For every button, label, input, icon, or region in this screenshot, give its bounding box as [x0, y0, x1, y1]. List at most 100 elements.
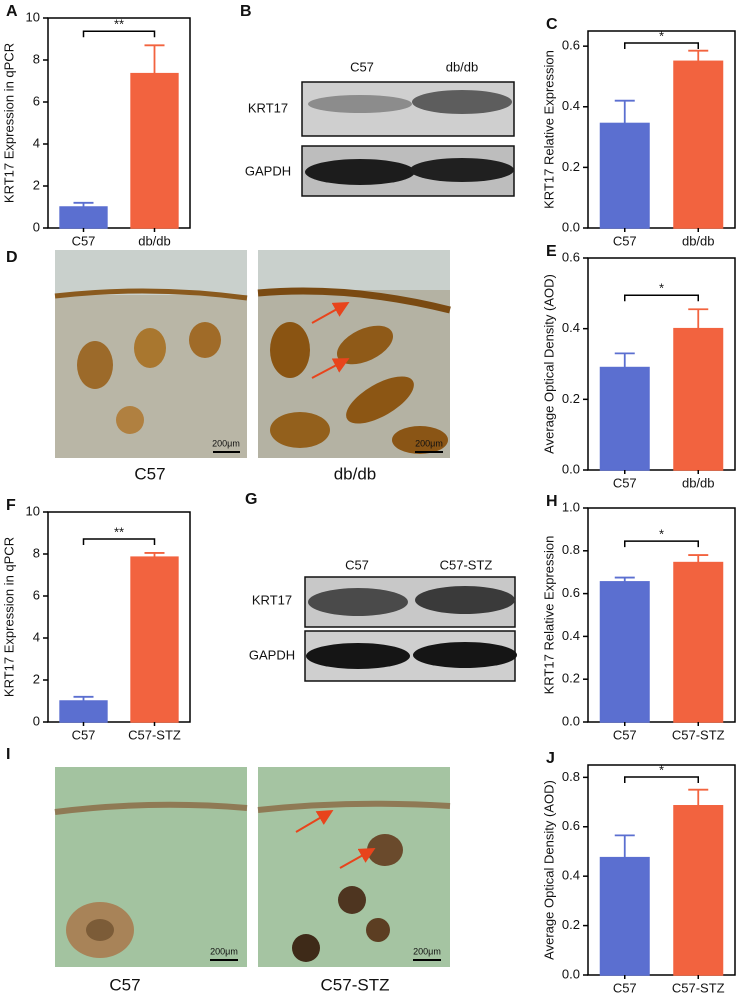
y-tick-label: 0.6: [562, 818, 580, 833]
y-tick-label: 10: [26, 9, 40, 24]
bar: [599, 366, 650, 471]
y-tick-label: 6: [33, 93, 40, 108]
scale-label: 200μm: [413, 946, 441, 956]
y-tick-label: 0.2: [562, 671, 580, 686]
y-tick-label: 0.0: [562, 713, 580, 728]
band: [305, 159, 415, 185]
y-tick-label: 0.8: [562, 542, 580, 557]
y-tick-label: 0.8: [562, 769, 580, 784]
follicle: [336, 325, 394, 365]
epidermis: [54, 801, 248, 815]
y-tick-label: 0: [33, 713, 40, 728]
x-tick-label: db/db: [682, 475, 715, 490]
follicle: [338, 886, 366, 914]
panel-letter: C: [546, 16, 558, 33]
panel-letter: F: [6, 497, 16, 514]
caption: C57: [109, 975, 140, 994]
y-axis-label: KRT17 Relative Expression: [541, 50, 556, 209]
significance-bracket: [82, 538, 156, 545]
significance-bracket: [624, 540, 699, 548]
bar: [599, 122, 650, 229]
x-tick-label: C57-STZ: [672, 727, 725, 742]
follicle: [270, 322, 310, 378]
caption: db/db: [334, 464, 377, 483]
plot-frame: [587, 764, 736, 976]
y-axis-label: KRT17 Relative Expression: [541, 536, 556, 695]
y-tick-label: 0.4: [562, 868, 580, 883]
y-axis-label: Average Optical Density (AOD): [541, 274, 556, 454]
x-tick-label: C57: [613, 475, 637, 490]
y-tick-label: 10: [26, 503, 40, 518]
y-tick-label: 2: [33, 177, 40, 192]
bar: [673, 60, 724, 229]
y-tick-label: 4: [33, 629, 40, 644]
y-tick-label: 4: [33, 135, 40, 150]
lane-label: C57: [350, 59, 374, 74]
x-tick-label: C57: [613, 233, 637, 248]
micrograph: [258, 767, 450, 967]
band: [308, 588, 408, 616]
plot-frame: [47, 511, 191, 723]
y-tick-label: 0.6: [562, 38, 580, 53]
band: [413, 642, 517, 668]
arrow: [295, 809, 334, 833]
band: [308, 95, 412, 113]
scale-label: 200μm: [210, 946, 238, 956]
panel-letter: B: [240, 3, 252, 20]
follicle: [77, 341, 113, 389]
micrograph-region: [55, 250, 247, 295]
band: [306, 643, 410, 669]
bar: [673, 561, 724, 723]
bar: [673, 805, 724, 976]
panel-letter: E: [546, 243, 557, 260]
y-axis-label: KRT17 Expression in qPCR: [1, 537, 16, 697]
plot-frame: [587, 257, 736, 471]
significance-bracket: [624, 42, 699, 49]
y-tick-label: 8: [33, 51, 40, 66]
scale-label: 200μm: [415, 438, 443, 448]
y-tick-label: 0.4: [562, 628, 580, 643]
follicle: [366, 918, 390, 942]
significance-label: *: [659, 527, 664, 542]
epidermis: [54, 288, 248, 301]
significance-label: *: [659, 281, 664, 296]
bar: [130, 72, 179, 229]
arrow: [311, 358, 350, 379]
row-label: GAPDH: [249, 647, 295, 662]
y-tick-label: 0.0: [562, 219, 580, 234]
plot-frame: [47, 17, 191, 229]
y-tick-label: 0.0: [562, 966, 580, 981]
panel-letter: H: [546, 493, 558, 510]
significance-label: **: [114, 524, 124, 539]
significance-label: *: [659, 28, 664, 43]
bar: [673, 327, 724, 471]
micrograph-region: [258, 250, 450, 290]
lane-label: C57: [345, 557, 369, 572]
row-label: KRT17: [252, 592, 292, 607]
follicle: [346, 376, 414, 424]
significance-bracket: [624, 294, 699, 302]
follicle: [86, 919, 114, 941]
arrow: [311, 302, 350, 324]
significance-bracket: [82, 30, 156, 38]
x-tick-label: db/db: [138, 233, 171, 248]
follicle: [189, 322, 221, 358]
follicle: [270, 412, 330, 448]
y-tick-label: 0.6: [562, 249, 580, 264]
y-tick-label: 0.2: [562, 917, 580, 932]
band: [412, 90, 512, 114]
epidermis: [257, 287, 451, 314]
y-tick-label: 0.4: [562, 98, 580, 113]
y-tick-label: 0.2: [562, 159, 580, 174]
y-tick-label: 0: [33, 219, 40, 234]
x-tick-label: C57: [613, 727, 637, 742]
panel-letter: I: [6, 746, 10, 763]
caption: C57: [134, 464, 165, 483]
significance-label: **: [114, 17, 124, 32]
panel-letter: A: [6, 3, 18, 20]
x-tick-label: C57: [72, 727, 96, 742]
row-label: KRT17: [248, 100, 288, 115]
x-tick-label: db/db: [682, 233, 715, 248]
bar: [130, 556, 179, 723]
x-tick-label: C57: [72, 233, 96, 248]
